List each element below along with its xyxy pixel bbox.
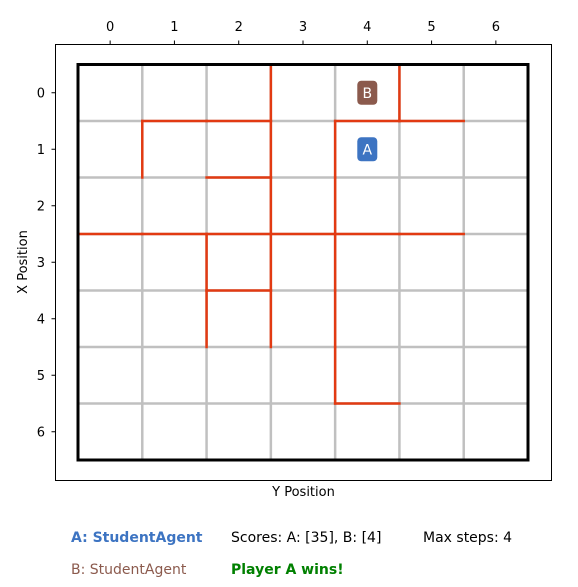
board-border [76,63,530,462]
top-tick-label: 2 [235,20,243,35]
left-tick-label: 1 [37,143,45,158]
axes-frame [55,44,552,481]
top-axis-ticks: 0 1 2 3 4 5 6 [106,20,500,45]
left-tick-label: 0 [37,86,45,101]
top-tick-label: 6 [492,20,500,35]
scores-text: Scores: A: [35], B: [4] [231,530,382,546]
player-b-marker: B [357,80,378,105]
top-tick-label: 0 [106,20,114,35]
left-tick-label: 5 [37,369,45,384]
left-tick-label: 3 [37,256,45,271]
player-marker-label: B [362,86,372,102]
x-axis-label: Y Position [271,485,335,500]
max-steps-text: Max steps: 4 [423,530,513,546]
board-players: AB [357,80,378,162]
y-axis-label: X Position [16,230,31,294]
top-tick-label: 5 [427,20,435,35]
top-tick-label: 3 [299,20,307,35]
player-a-marker: A [357,137,378,162]
player-a-label: A: StudentAgent [71,530,203,546]
top-tick-label: 4 [363,20,371,35]
board-walls [76,63,465,405]
player-marker-badge [357,80,378,105]
left-axis-ticks: 0 1 2 3 4 5 6 [37,86,56,440]
player-b-label: B: StudentAgent [71,562,187,578]
left-tick-label: 6 [37,425,45,440]
top-tick-label: 1 [170,20,178,35]
board-grid [78,64,528,460]
result-text: Player A wins! [231,562,344,578]
player-marker-label: A [362,142,372,158]
player-marker-badge [357,137,378,162]
left-tick-label: 2 [37,199,45,214]
left-tick-label: 4 [37,312,45,327]
